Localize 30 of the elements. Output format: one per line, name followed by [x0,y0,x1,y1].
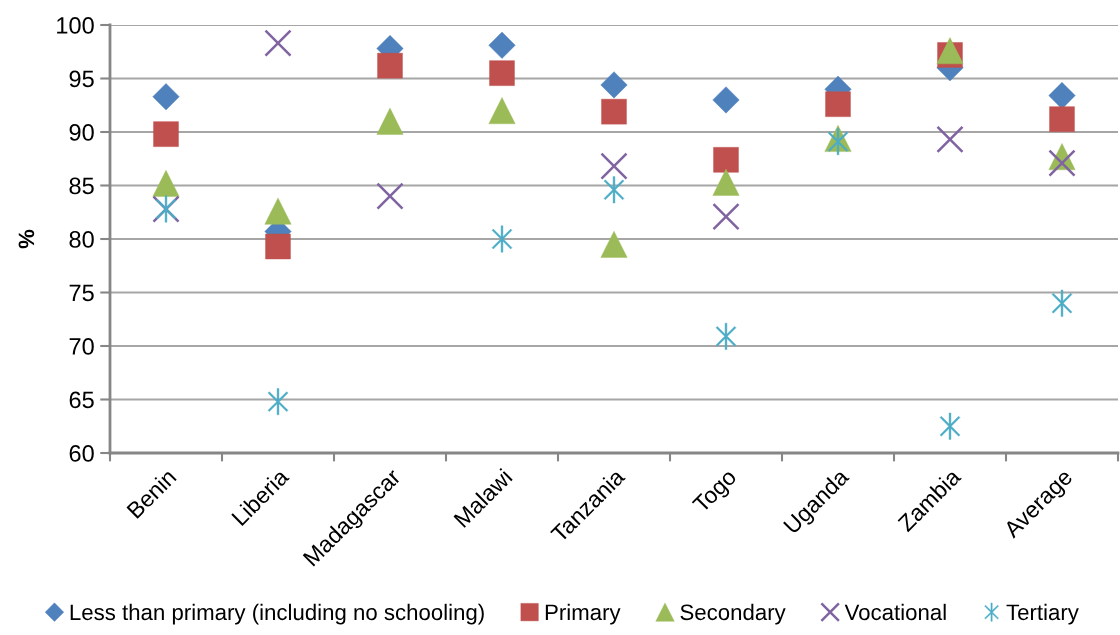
y-tick-label: 60 [69,445,94,462]
legend-label: Secondary [680,603,786,625]
y-axis-title: % [18,229,35,249]
point [712,202,740,231]
point [712,86,740,114]
point [1048,149,1076,177]
point [152,83,180,111]
legend-label: Tertiary [1006,603,1079,625]
y-tick-label: 80 [69,231,94,248]
y-tick-label: 85 [69,177,94,195]
legend-label: Primary [545,603,621,625]
y-tick-label: 100 [57,17,94,34]
point [264,29,292,57]
x-tick-label: Togo [691,468,741,517]
legend-label: Vocational [844,603,946,621]
point [376,182,404,210]
y-tick-label: 90 [69,124,94,141]
y-tick-label: 95 [69,70,94,88]
point [600,230,628,258]
y-tick-label: 70 [69,338,94,355]
y-tick-label: 75 [69,284,94,302]
point [600,152,628,180]
y-tick-label: 65 [69,391,94,409]
point [488,31,516,59]
point [600,71,628,99]
legend-label: Less than primary (including no schooling) [70,603,484,625]
point [489,60,515,86]
point [713,147,739,173]
point [265,233,291,260]
point [936,125,964,154]
